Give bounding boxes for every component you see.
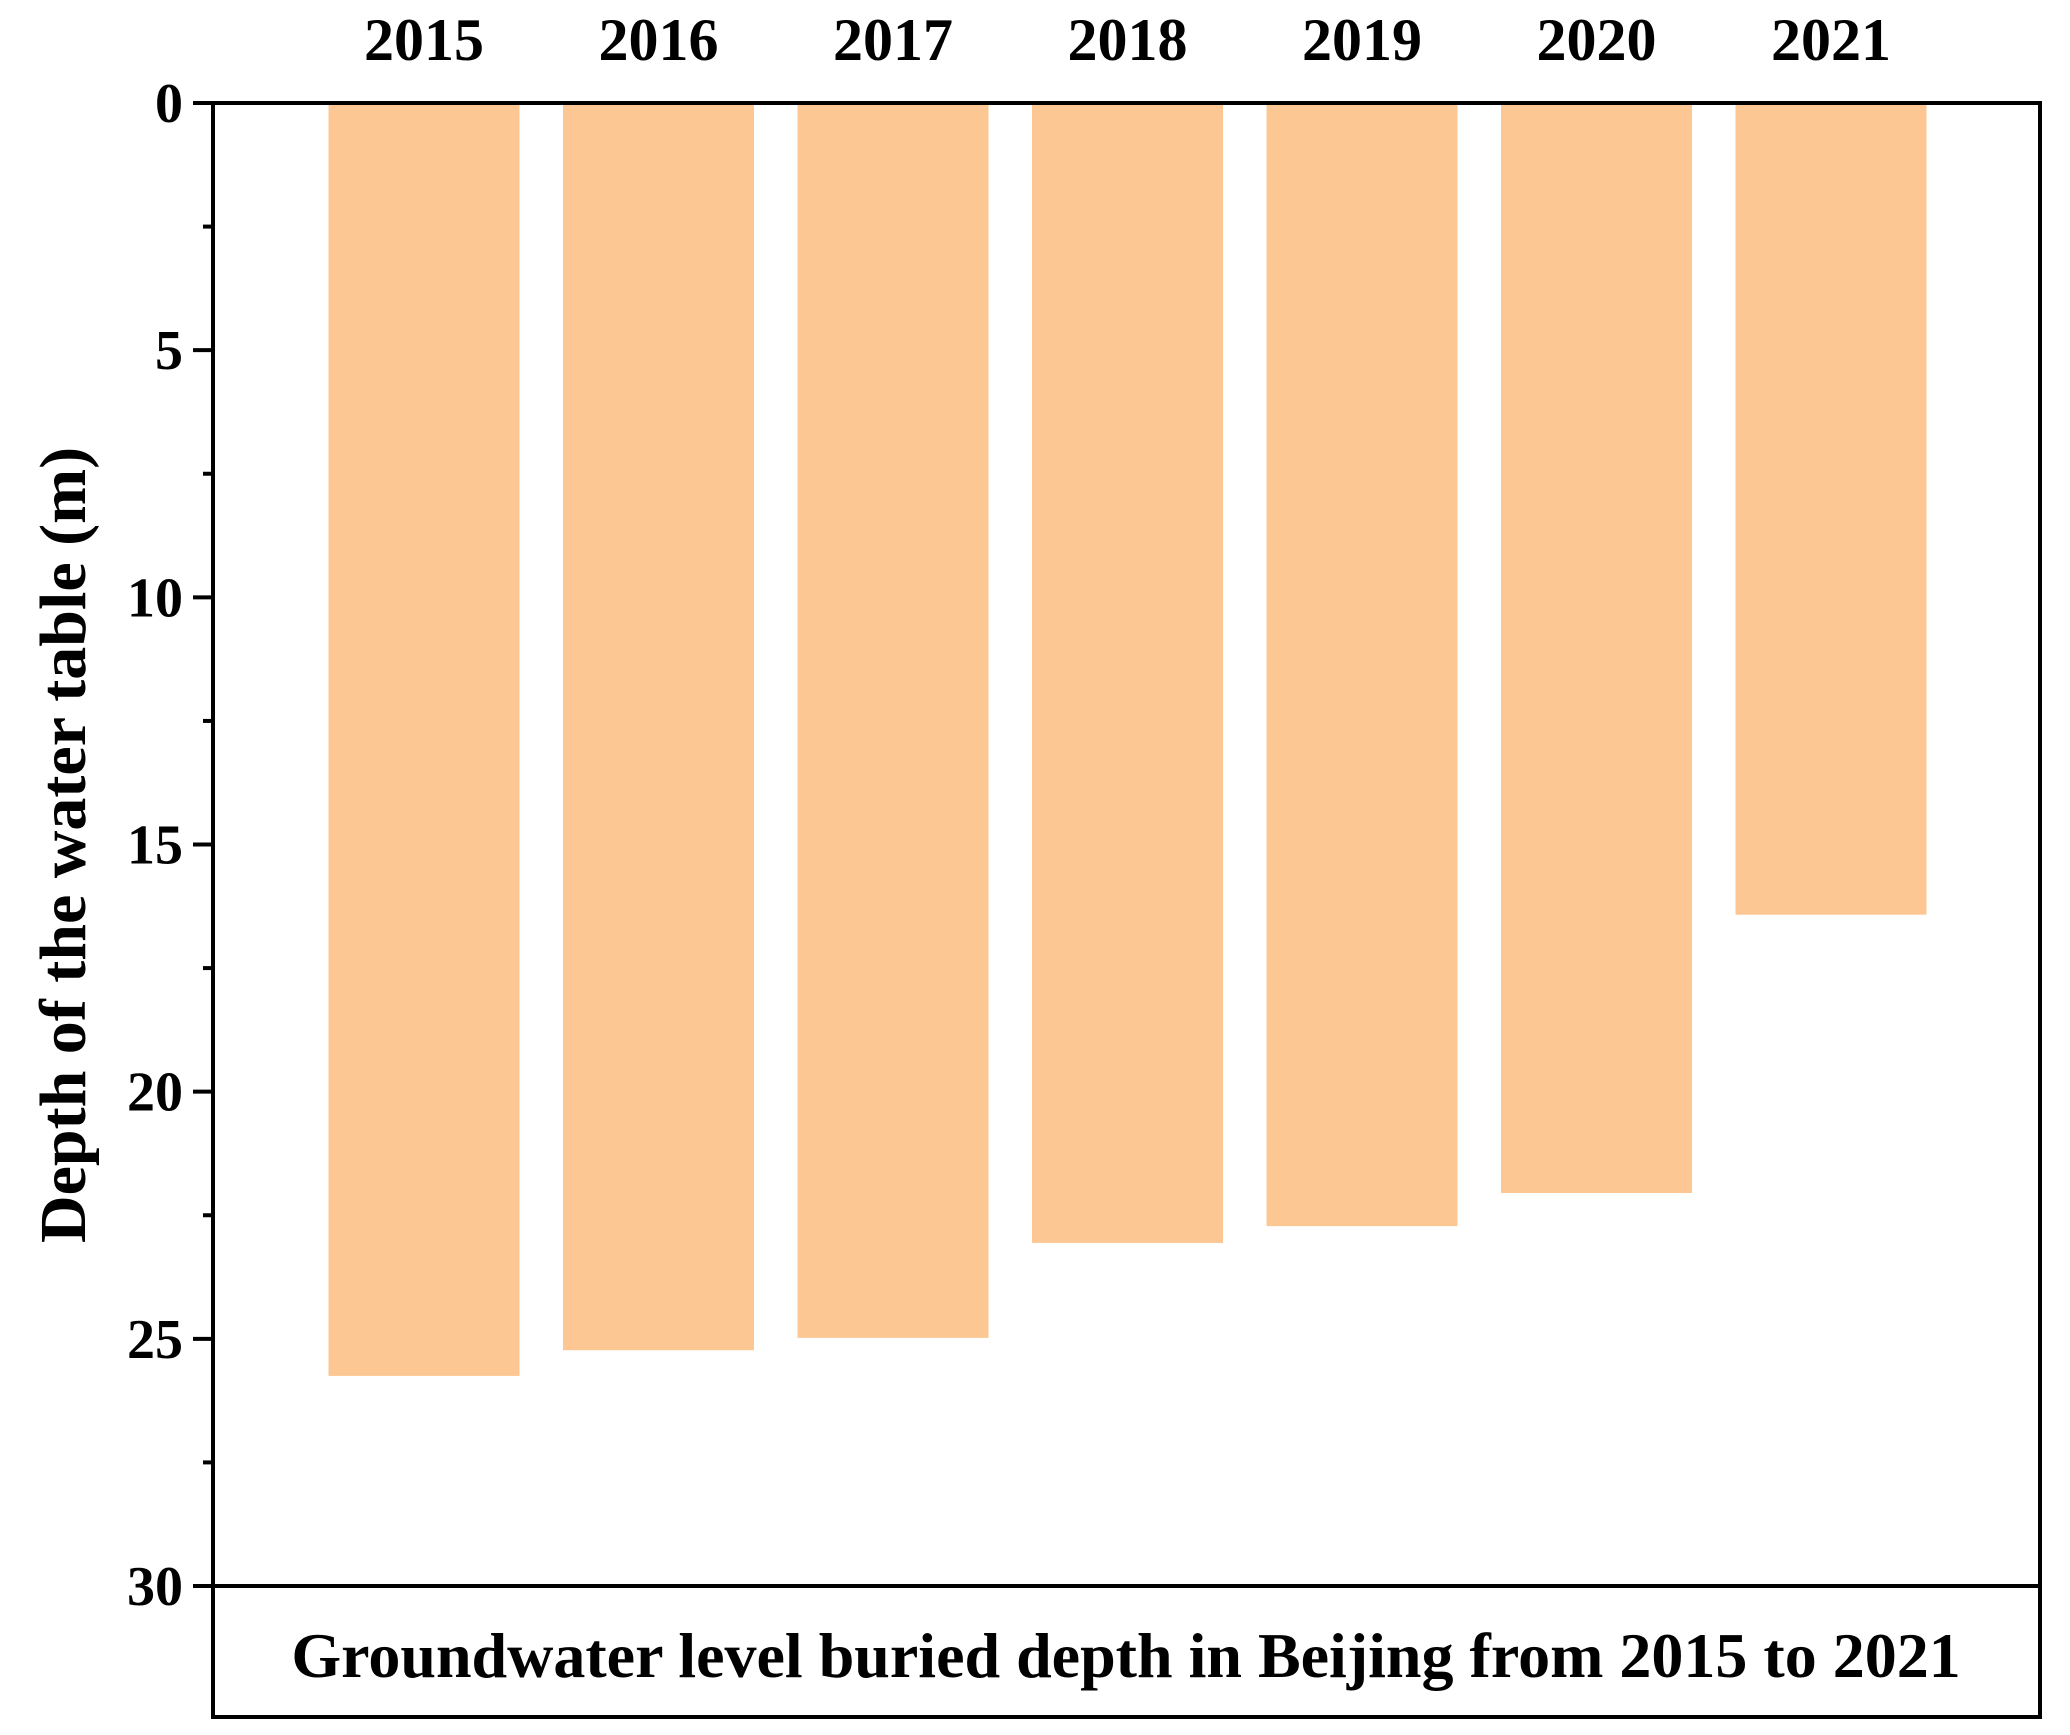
x-tick-label-2016: 2016 [599, 7, 719, 73]
bars-layer [328, 103, 1927, 1376]
x-tick-label-2018: 2018 [1068, 7, 1188, 73]
x-tick-label-2021: 2021 [1771, 7, 1891, 73]
x-tick-label-2017: 2017 [833, 7, 953, 73]
y-tick-label-30: 30 [127, 1556, 183, 1618]
y-tick-label-5: 5 [155, 320, 183, 382]
y-tick-label-20: 20 [127, 1062, 183, 1124]
axis-layer: 2015 2016 2017 2018 2019 2020 2021 0 5 10 15 20 25 30 [127, 7, 1891, 1618]
x-tick-label-2019: 2019 [1302, 7, 1422, 73]
x-tick-label-2020: 2020 [1537, 7, 1657, 73]
bar-2017 [797, 103, 989, 1338]
y-tick-label-25: 25 [127, 1309, 183, 1371]
bar-2019 [1266, 103, 1458, 1227]
bar-2016 [563, 103, 754, 1351]
y-tick-label-15: 15 [127, 815, 183, 877]
caption-text: Groundwater level buried depth in Beijin… [291, 1620, 1960, 1691]
caption-box [211, 1584, 2042, 1719]
y-axis-label: Depth of the water table (m) [27, 447, 100, 1243]
bar-2018 [1032, 103, 1223, 1243]
bar-2015 [328, 103, 520, 1376]
bar-2020 [1501, 103, 1692, 1194]
x-tick-label-2015: 2015 [364, 7, 484, 73]
y-tick-label-10: 10 [127, 567, 183, 629]
bar-2021 [1735, 103, 1927, 915]
y-tick-label-0: 0 [155, 73, 183, 135]
